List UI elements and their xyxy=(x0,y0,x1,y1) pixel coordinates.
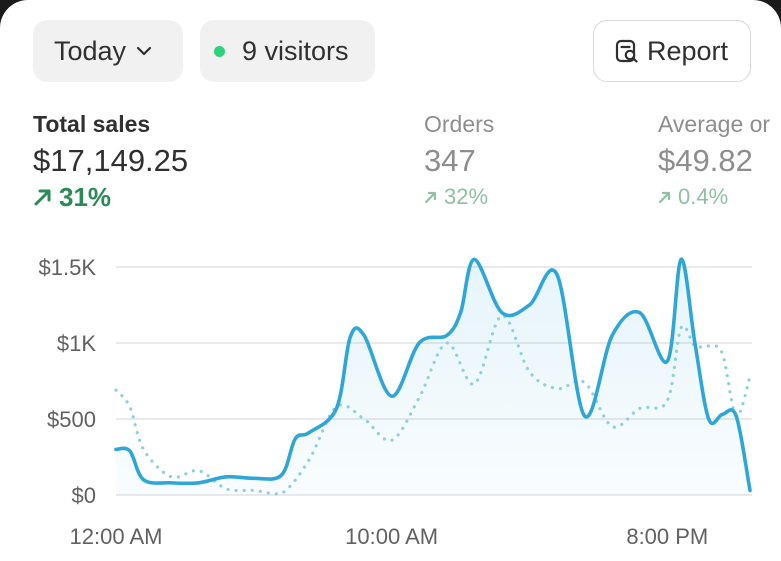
live-visitors-button[interactable]: 9 visitors xyxy=(200,20,375,82)
x-tick-label: 10:00 AM xyxy=(345,524,438,549)
metric-change-value: 31% xyxy=(59,182,112,212)
visitors-label: 9 visitors xyxy=(242,35,349,66)
metric-change: 31% xyxy=(33,182,188,212)
current-period-line xyxy=(114,257,752,493)
y-tick-label: $500 xyxy=(47,407,96,432)
metric-change-value: 0.4% xyxy=(678,184,729,209)
report-label: Report xyxy=(647,35,729,66)
metric-total-sales[interactable]: Total sales $17,149.25 31% xyxy=(33,110,188,212)
date-range-dropdown[interactable]: Today xyxy=(33,20,183,82)
arrow-up-right-icon xyxy=(33,187,53,207)
report-button[interactable]: Report xyxy=(593,20,751,82)
metric-change: 32% xyxy=(424,182,494,212)
metric-average-order[interactable]: Average or $49.82 0.4% xyxy=(658,110,770,212)
sales-area-fill xyxy=(116,259,750,495)
report-icon xyxy=(613,37,641,65)
arrow-up-right-icon xyxy=(424,190,438,204)
metric-value: 347 xyxy=(424,143,476,178)
x-tick-label: 12:00 AM xyxy=(70,524,163,549)
metric-label: Orders xyxy=(424,111,495,137)
metric-value: $17,149.25 xyxy=(33,143,189,178)
metric-label: Total sales xyxy=(33,111,151,137)
previous-period-line xyxy=(114,314,752,496)
metric-orders[interactable]: Orders 347 32% xyxy=(424,110,494,212)
metric-label: Average or xyxy=(658,111,771,137)
sales-line-chart[interactable]: $0 $500 $1K $1.5K 12:00 AM 10:00 AM 8:00 PM xyxy=(0,240,781,561)
arrow-up-right-icon xyxy=(658,190,672,204)
metric-change-value: 32% xyxy=(444,184,489,209)
chevron-down-icon xyxy=(136,46,152,56)
metric-change: 0.4% xyxy=(658,182,770,212)
y-tick-label: $1.5K xyxy=(39,255,97,280)
date-range-label: Today xyxy=(54,35,127,66)
y-tick-label: $1K xyxy=(57,331,96,356)
live-dot-icon xyxy=(214,45,225,57)
x-tick-label: 8:00 PM xyxy=(626,524,708,549)
y-tick-label: $0 xyxy=(72,483,96,508)
metric-value: $49.82 xyxy=(658,143,753,178)
